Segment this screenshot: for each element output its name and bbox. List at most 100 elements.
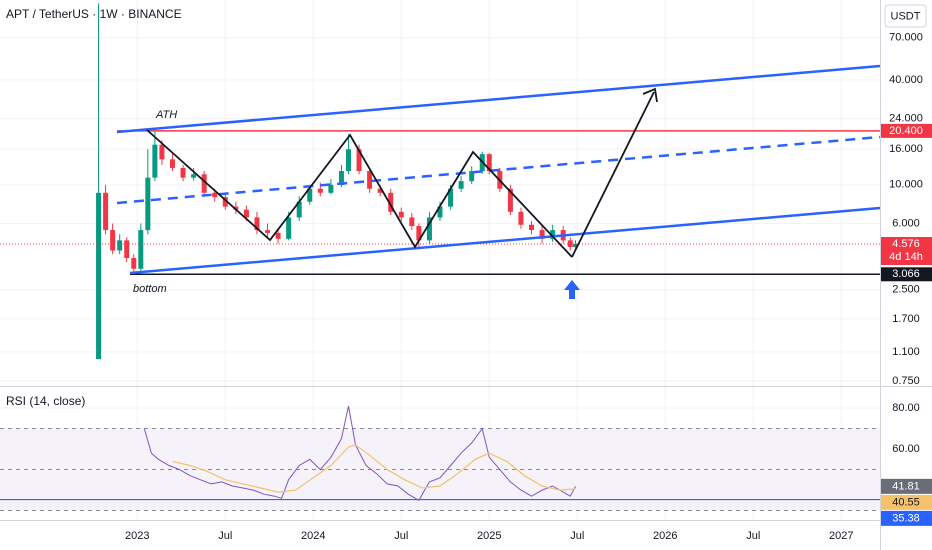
y-tick-label: 6.000 xyxy=(892,217,920,229)
rsi-ma-line xyxy=(172,444,576,493)
x-tick-label: Jul xyxy=(394,530,408,542)
rsi-badge xyxy=(881,494,932,510)
x-tick-label: Jul xyxy=(218,530,232,542)
candle-body xyxy=(124,240,130,259)
grid xyxy=(0,0,880,520)
channel-mid xyxy=(116,135,881,205)
candle-body xyxy=(243,209,249,218)
candle-body xyxy=(416,226,422,241)
price-badge xyxy=(881,123,932,138)
rsi-badge-label: 35.38 xyxy=(892,512,920,524)
candle-body xyxy=(212,192,218,198)
x-tick-label: 2024 xyxy=(301,530,325,542)
candle-body xyxy=(458,181,464,189)
y-tick-label: 70.000 xyxy=(889,31,923,43)
price-badge-label: 3.066 xyxy=(892,268,920,280)
candle-body xyxy=(191,174,197,178)
candle-body xyxy=(254,217,260,231)
rsi-title: RSI (14, close) xyxy=(6,394,85,408)
x-tick-label: 2027 xyxy=(829,530,853,542)
rsi-badge xyxy=(881,478,932,494)
projection-arrow-head xyxy=(642,87,658,103)
y-tick-label: 2.500 xyxy=(892,284,920,296)
candle-body xyxy=(117,240,123,251)
annotation-ath: ATH xyxy=(155,109,177,121)
currency-label[interactable]: USDT xyxy=(891,10,921,22)
candle-body xyxy=(307,188,313,202)
candle-body xyxy=(180,167,186,178)
candle-body xyxy=(131,258,137,269)
x-tick-label: Jul xyxy=(570,530,584,542)
candle-body xyxy=(550,230,556,239)
price-badge xyxy=(881,267,932,282)
candle-body xyxy=(159,144,165,160)
y-tick-label: 16.000 xyxy=(889,143,923,155)
candle-body xyxy=(201,174,207,193)
plot xyxy=(0,3,880,501)
symbol-title: APT / TetherUS · 1W · BINANCE xyxy=(6,7,182,21)
price-badge-label: 20.400 xyxy=(889,125,923,137)
candle-body xyxy=(317,188,323,193)
candle-body xyxy=(296,201,302,218)
channel-lower xyxy=(129,206,881,275)
candle-body xyxy=(539,230,545,239)
candle-body xyxy=(286,217,292,239)
rsi-badge xyxy=(881,510,932,526)
projection-arrow xyxy=(571,91,655,258)
candle-body xyxy=(377,188,383,193)
candle-body xyxy=(388,192,394,212)
channel-upper xyxy=(116,64,881,134)
candle-body xyxy=(138,230,144,269)
y-tick-label: 24.000 xyxy=(889,112,923,124)
candle-body xyxy=(486,154,492,172)
countdown-label: 4d 14h xyxy=(889,251,923,263)
candle-body xyxy=(356,149,362,172)
candle-body xyxy=(233,206,239,210)
candle-body xyxy=(338,171,344,185)
y-tick-label: 0.750 xyxy=(892,375,920,387)
rsi-badge-label: 40.55 xyxy=(892,496,920,508)
y-tick-label: 1.700 xyxy=(892,313,920,325)
candle-body xyxy=(367,171,373,189)
candle-body xyxy=(448,188,454,207)
candle-body xyxy=(398,211,404,218)
currency-button[interactable] xyxy=(884,4,927,28)
candle-body xyxy=(96,192,102,360)
annotation-bottom: bottom xyxy=(133,283,167,295)
candle-body xyxy=(275,232,281,239)
up-arrow xyxy=(564,280,580,299)
y-tick-label: 80.00 xyxy=(892,402,920,414)
candle-body xyxy=(345,149,351,172)
candle-body xyxy=(110,230,116,251)
drawings xyxy=(116,64,881,299)
y-tick-label: 10.000 xyxy=(889,179,923,191)
x-tick-label: 2023 xyxy=(125,530,149,542)
last-price-label: 4.576 xyxy=(892,238,920,250)
candle-body xyxy=(409,217,415,227)
candle-body xyxy=(169,159,175,168)
candle-body xyxy=(529,224,535,231)
rsi-badge-label: 41.81 xyxy=(892,480,920,492)
candle-body xyxy=(152,144,158,178)
candle-body xyxy=(437,206,443,218)
x-tick-label: 2025 xyxy=(477,530,501,542)
x-tick-label: Jul xyxy=(746,530,760,542)
candle-body xyxy=(265,230,271,233)
candle-body xyxy=(469,171,475,182)
zigzag xyxy=(146,129,573,258)
candle-body xyxy=(573,243,579,247)
candle-body xyxy=(103,192,109,231)
candle-body xyxy=(518,211,524,225)
y-tick-label: 40.000 xyxy=(889,74,923,86)
last-price-badge xyxy=(881,236,932,265)
candle-body xyxy=(222,197,228,207)
y-tick-label: 60.00 xyxy=(892,443,920,455)
candle-body xyxy=(145,177,151,231)
candle-body xyxy=(507,188,513,212)
candle-body xyxy=(328,184,334,193)
x-tick-label: 2026 xyxy=(653,530,677,542)
y-tick-label: 1.100 xyxy=(892,346,920,358)
